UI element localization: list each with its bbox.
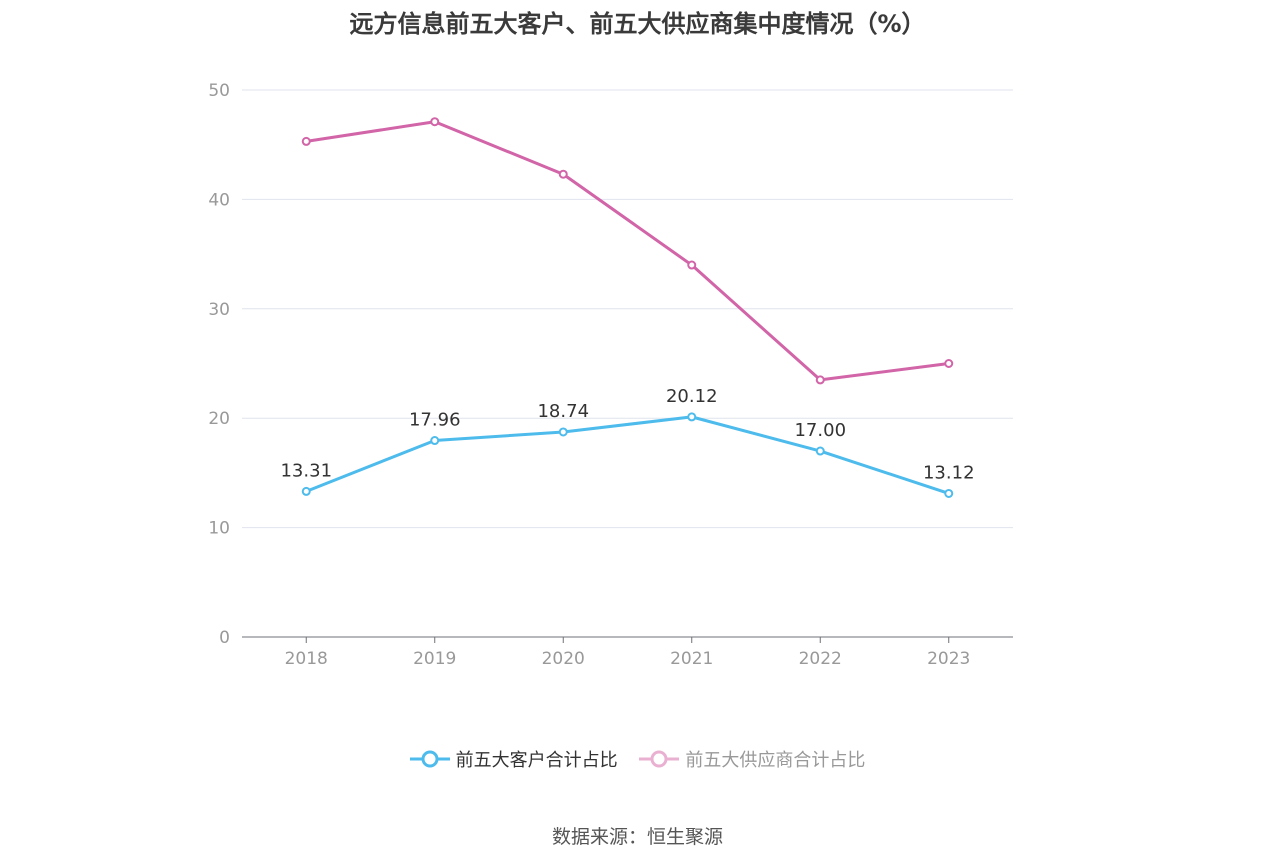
series-0-point-2023 [944,488,954,498]
legend-marker-customers-icon [409,750,450,768]
x-tick-label-2022: 2022 [799,649,842,669]
series-0-point-2018 [301,486,311,496]
legend-marker-suppliers-icon [639,750,680,768]
y-tick-label-40: 40 [208,190,230,210]
grid-lines [242,89,1013,529]
x-tick-label-2018: 2018 [285,649,328,669]
series-1-point-2020 [558,169,568,179]
series-0-point-2019 [430,436,440,446]
data-label-2020: 18.74 [537,401,589,422]
data-source: 数据来源：恒生聚源 [551,826,723,848]
series-1-point-2021 [687,260,697,270]
line-chart: 0 10 20 30 40 50 2018 2019 2020 2021 2022 2023 13.3… [208,81,1013,669]
series-1-point-2019 [430,117,440,127]
y-tick-label-0: 0 [219,628,230,648]
chart-title: 远方信息前五大客户、前五大供应商集中度情况（%） [349,10,926,38]
series-line-1 [306,120,949,382]
x-tick-label-2021: 2021 [670,649,713,669]
y-tick-label-10: 10 [208,519,230,539]
legend: 前五大客户合计占比 前五大供应商合计占比 [0,746,1275,774]
series-0-point-2020 [558,427,568,437]
axes: 0 10 20 30 40 50 2018 2019 2020 2021 2022 2023 [208,81,1013,669]
data-label-2019: 17.96 [409,410,461,431]
series-1-point-2022 [815,375,825,385]
legend-item-suppliers[interactable]: 前五大供应商合计占比 [639,746,865,772]
x-tick-label-2023: 2023 [927,649,970,669]
x-tick-label-2020: 2020 [542,649,585,669]
x-tick-label-2019: 2019 [413,649,456,669]
legend-label-customers: 前五大客户合计占比 [455,750,618,771]
y-tick-label-30: 30 [208,300,230,320]
series-0-point-2021 [687,412,697,422]
series-line-0 [305,415,950,495]
data-labels: 13.31 17.96 18.74 20.12 17.00 13.12 [280,386,974,484]
y-tick-label-50: 50 [208,81,230,101]
y-tick-label-20: 20 [208,409,230,429]
series [301,117,954,498]
data-label-2018: 13.31 [280,460,332,481]
series-1-point-2023 [944,359,954,368]
data-label-2022: 17.00 [794,420,846,441]
data-label-2021: 20.12 [666,386,718,407]
series-0-point-2022 [815,446,825,456]
series-1-point-2018 [301,136,311,146]
legend-item-customers[interactable]: 前五大客户合计占比 [409,746,618,772]
data-label-2023: 13.12 [923,462,975,483]
legend-label-suppliers: 前五大供应商合计占比 [685,750,866,771]
